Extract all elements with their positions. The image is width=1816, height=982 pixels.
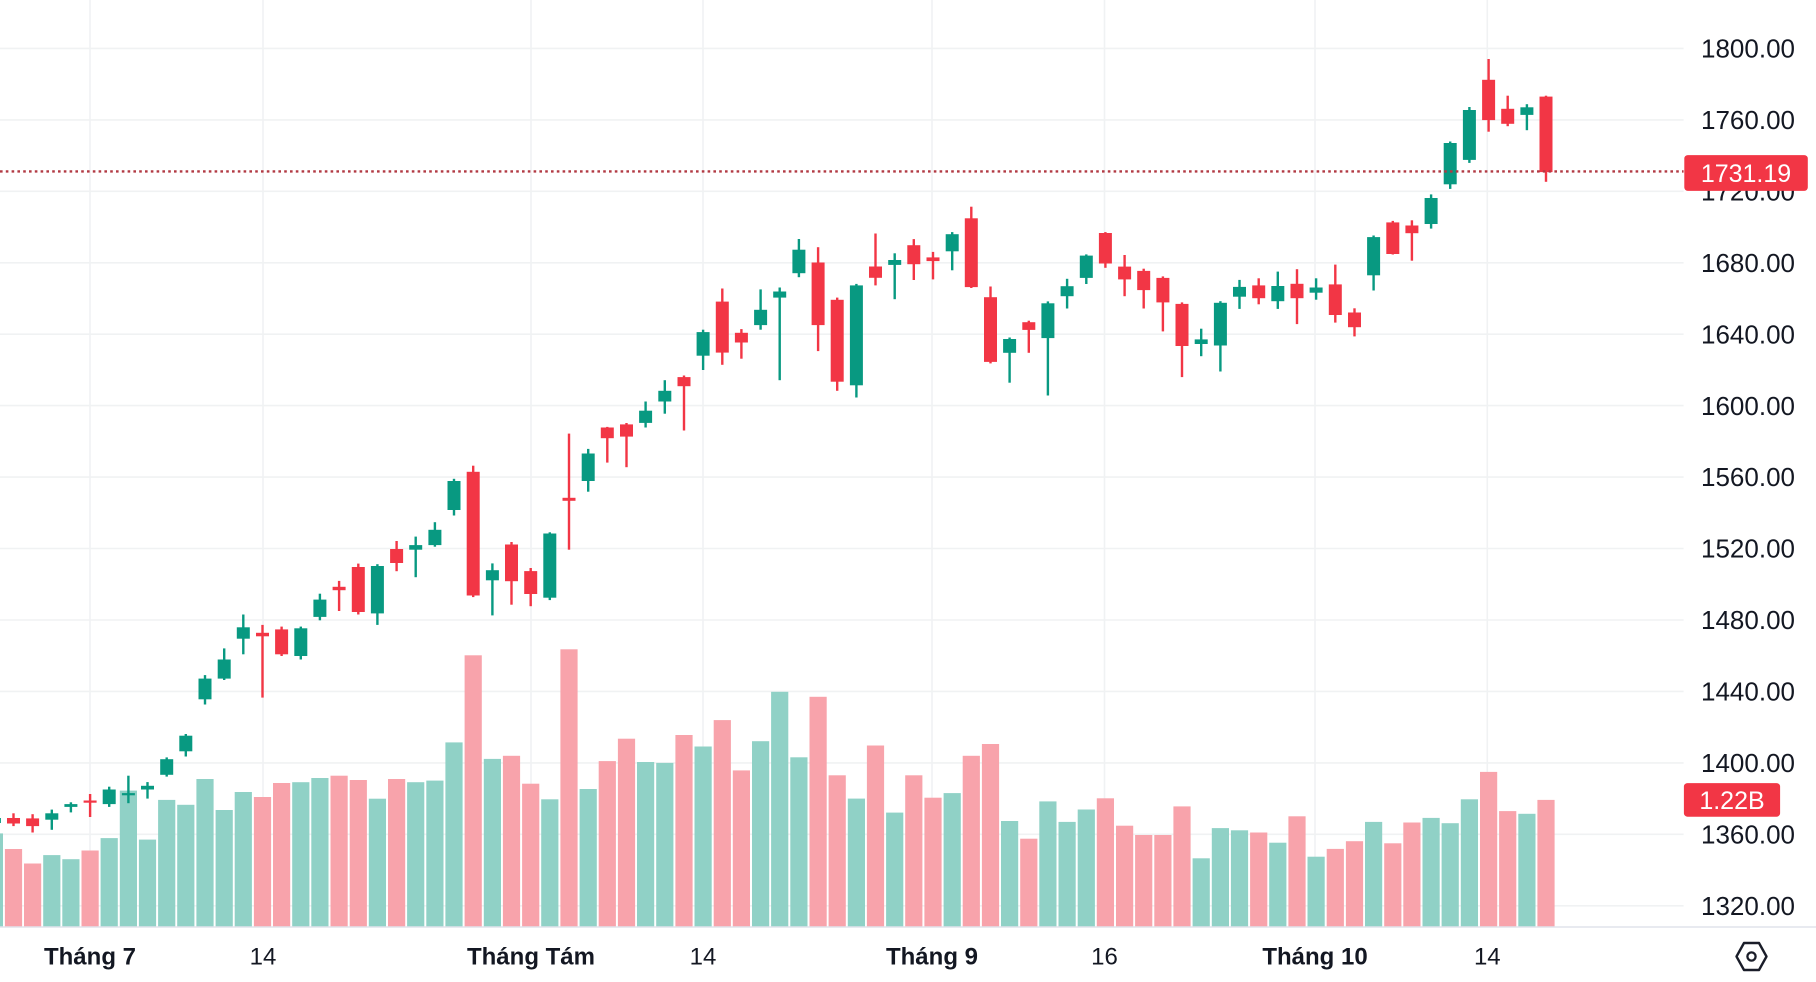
svg-text:1520.00: 1520.00 <box>1701 534 1795 564</box>
svg-text:Tháng Tám: Tháng Tám <box>467 944 595 971</box>
svg-text:1320.00: 1320.00 <box>1701 891 1795 921</box>
svg-text:1760.00: 1760.00 <box>1701 105 1795 135</box>
svg-text:1731.19: 1731.19 <box>1701 160 1791 188</box>
svg-text:Tháng 9: Tháng 9 <box>886 944 978 971</box>
svg-text:1800.00: 1800.00 <box>1701 34 1795 64</box>
svg-text:1400.00: 1400.00 <box>1701 748 1795 778</box>
svg-text:1480.00: 1480.00 <box>1701 605 1795 635</box>
svg-text:Tháng 10: Tháng 10 <box>1262 944 1367 971</box>
svg-text:14: 14 <box>1474 944 1501 971</box>
svg-text:1360.00: 1360.00 <box>1701 819 1795 849</box>
svg-text:1680.00: 1680.00 <box>1701 248 1795 278</box>
svg-text:16: 16 <box>1091 944 1118 971</box>
svg-text:1640.00: 1640.00 <box>1701 319 1795 349</box>
svg-text:Tháng 7: Tháng 7 <box>44 944 136 971</box>
svg-text:1440.00: 1440.00 <box>1701 677 1795 707</box>
svg-text:1560.00: 1560.00 <box>1701 462 1795 492</box>
svg-text:1.22B: 1.22B <box>1699 787 1764 815</box>
svg-text:14: 14 <box>690 944 717 971</box>
svg-text:14: 14 <box>250 944 277 971</box>
svg-text:1600.00: 1600.00 <box>1701 391 1795 421</box>
